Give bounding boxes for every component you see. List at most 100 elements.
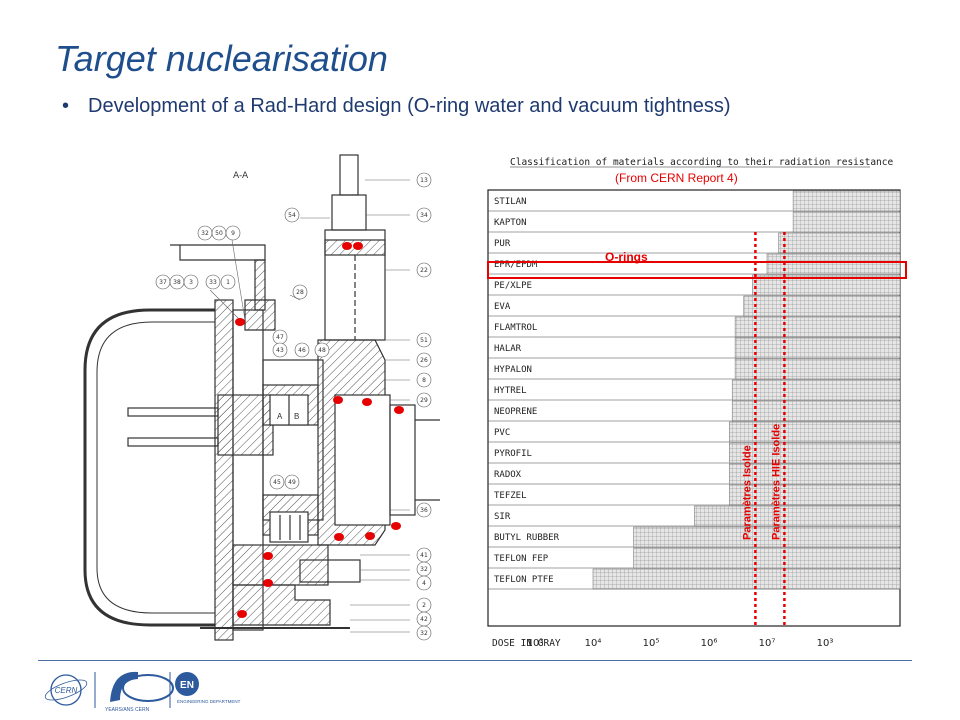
parameter-lines: Paramètres Isolde Paramètres HIE Isolde — [741, 232, 786, 626]
callout-9: 9 — [225, 225, 241, 241]
callout-32-bottom: 32 — [416, 625, 432, 641]
resistance-bar — [731, 400, 901, 422]
o-ring-marker — [342, 242, 352, 250]
material-label: HALAR — [494, 344, 522, 354]
material-label: TEFLON PTFE — [494, 575, 554, 585]
resistance-bar — [734, 316, 901, 338]
subpart-label-b: B — [294, 412, 299, 421]
resistance-bar — [734, 337, 901, 359]
svg-text:38: 38 — [173, 279, 181, 286]
material-label: KAPTON — [494, 218, 527, 228]
callout-29: 29 — [416, 392, 432, 408]
material-label: BUTYL RUBBER — [494, 533, 560, 543]
resistance-bar — [731, 379, 901, 401]
dose-axis: 10³ 10⁴ 10⁵ 10⁶ 10⁷ 10³ — [527, 638, 834, 649]
svg-text:28: 28 — [296, 289, 304, 296]
resistance-bar — [633, 547, 901, 569]
bullet-dot: • — [62, 95, 70, 117]
resistance-bar — [766, 253, 901, 275]
o-ring-marker — [334, 533, 344, 541]
material-label: EVA — [494, 302, 511, 312]
material-label: TEFZEL — [494, 491, 527, 501]
material-label: RADOX — [494, 470, 522, 480]
footer: CERN YEARS/ANS CERN EN ENGINEERING DEPAR… — [44, 671, 241, 713]
callout-36: 36 — [416, 502, 432, 518]
o-ring-marker — [333, 396, 343, 404]
callout-45: 45 — [269, 474, 285, 490]
callout-13: 13 — [416, 172, 432, 188]
callout-38: 38 — [169, 274, 185, 290]
section-label: A-A — [233, 171, 249, 181]
svg-text:26: 26 — [420, 357, 428, 364]
parameter-line-label: Paramètres Isolde — [741, 445, 753, 540]
o-ring-marker — [362, 398, 372, 406]
resistance-bar — [729, 484, 901, 506]
slide-title: Target nuclearisation — [55, 38, 388, 79]
svg-text:3: 3 — [189, 279, 193, 286]
svg-text:32: 32 — [420, 630, 428, 637]
svg-text:51: 51 — [420, 337, 428, 344]
svg-text:29: 29 — [420, 397, 428, 404]
dose-tick-label: 10⁵ — [643, 638, 660, 649]
callout-54: 54 — [284, 207, 300, 223]
callout-49: 49 — [284, 474, 300, 490]
svg-text:42: 42 — [420, 616, 428, 623]
resistance-bar — [792, 190, 901, 212]
callout-26: 26 — [416, 352, 432, 368]
callout-3: 3 — [183, 274, 199, 290]
resistance-bar — [694, 505, 901, 527]
resistance-bar — [743, 295, 901, 317]
callout-37: 37 — [155, 274, 171, 290]
svg-text:8: 8 — [422, 377, 426, 384]
source-note: (From CERN Report 4) — [615, 171, 738, 185]
resistance-bars — [592, 190, 901, 590]
en-logo-icon — [175, 672, 199, 696]
callout-34: 34 — [416, 207, 432, 223]
callout-47: 47 — [272, 329, 288, 345]
resistance-bar — [734, 358, 901, 380]
svg-text:54: 54 — [288, 212, 296, 219]
resistance-bar — [729, 463, 901, 485]
resistance-bar — [778, 232, 901, 254]
o-ring-marker — [394, 406, 404, 414]
o-ring-marker — [353, 242, 363, 250]
o-ring-marker — [365, 532, 375, 540]
resistance-bar — [592, 568, 901, 590]
dose-axis-label: DOSE IN GRAY — [492, 638, 561, 649]
sixty-years-logo: YEARS/ANS CERN — [105, 671, 174, 713]
svg-text:49: 49 — [288, 479, 296, 486]
svg-text:37: 37 — [159, 279, 167, 286]
svg-text:45: 45 — [273, 479, 281, 486]
material-label: HYTREL — [494, 386, 527, 396]
callout-48: 48 — [314, 342, 330, 358]
material-label: PUR — [494, 239, 511, 249]
callout-50: 50 — [211, 225, 227, 241]
classification-heading: Classification of materials according to… — [510, 157, 893, 168]
part-number-callouts: 13 54 34 32 50 9 22 37 38 3 33 1 28 47 4… — [155, 172, 432, 641]
callout-1: 1 — [220, 274, 236, 290]
dose-tick-label: 10³ — [817, 638, 834, 649]
callout-8: 8 — [416, 372, 432, 388]
material-label: PE/XLPE — [494, 281, 532, 291]
svg-text:47: 47 — [276, 334, 284, 341]
subpart-label-a: A — [277, 412, 283, 421]
en-logo: EN ENGINEERING DEPARTMENT — [175, 672, 241, 704]
callout-28: 28 — [292, 284, 308, 300]
svg-text:32: 32 — [201, 230, 209, 237]
svg-text:1: 1 — [226, 279, 230, 286]
cern-logo-text: CERN — [55, 686, 78, 695]
o-ring-marker — [263, 579, 273, 587]
callout-43: 43 — [272, 342, 288, 358]
material-label: PYROFIL — [494, 449, 532, 459]
o-ring-marker — [237, 610, 247, 618]
resistance-bar — [633, 526, 901, 548]
material-label: TEFLON FEP — [494, 554, 549, 564]
callout-41: 41 — [416, 547, 432, 563]
material-label: NEOPRENE — [494, 407, 537, 417]
svg-text:36: 36 — [420, 507, 428, 514]
svg-text:46: 46 — [298, 347, 306, 354]
svg-text:4: 4 — [422, 580, 426, 587]
callout-2: 2 — [416, 597, 432, 613]
callout-33: 33 — [205, 274, 221, 290]
